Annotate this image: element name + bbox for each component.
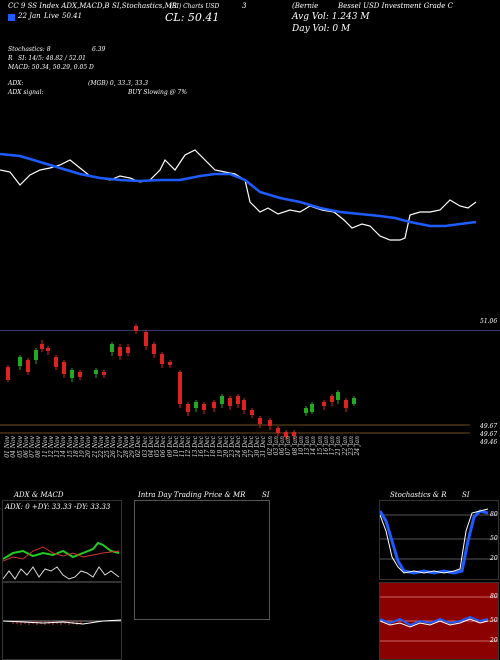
stoch-blue-line <box>380 509 489 575</box>
legend-swatch <box>8 14 15 21</box>
stochastics-label: Stochastics: 8 <box>8 46 51 53</box>
candles <box>6 324 356 440</box>
stoch-panel-title: Stochastics & R <box>390 491 447 499</box>
intraday-panel <box>134 500 270 620</box>
price-line <box>0 149 477 241</box>
adx-green-line <box>3 541 120 560</box>
stochastics-value: 6.39 <box>92 46 106 53</box>
stoch-tick-80: 80 <box>490 511 498 518</box>
date-tick-label: 24 Jan <box>354 436 361 456</box>
date-note: 22 Jan <box>18 12 41 20</box>
ma-line <box>0 152 477 228</box>
adx-readout: ADX: 0 +DY: 33.33 -DY: 33.33 <box>5 503 111 511</box>
live-label: Live <box>44 12 59 20</box>
adx-red-line <box>3 546 120 562</box>
price-axis-low-3: 49.46 <box>480 439 498 446</box>
adx-signal: ADX signal: <box>8 89 44 96</box>
day-vol: Day Vol: 0 M <box>292 24 351 34</box>
main-line-chart <box>0 149 477 241</box>
price-axis-top: 51.06 <box>480 318 498 325</box>
si-line: SI: 14/5: 48.82 / 52.01 <box>18 55 87 62</box>
price-axis-low-2: 49.67 <box>480 431 498 438</box>
header-title-left: CC 9 SS Index ADX,MACD,B <box>8 2 110 10</box>
adx-panel-title: ADX & MACD <box>14 491 64 499</box>
rsi-panel: 80 50 20 <box>379 582 499 660</box>
price-note: 50.41 <box>62 12 83 20</box>
date-axis: 01 Nov 04 Nov 05 Nov 06 Nov 07 Nov 08 Nov 11 N… <box>0 436 500 480</box>
avg-vol: Avg Vol: 1.243 M <box>292 12 370 22</box>
intraday-panel-title: Intra Day Trading Price & MR <box>138 491 246 499</box>
adx-panel: ADX: 0 +DY: 33.33 -DY: 33.33 <box>2 500 122 582</box>
rsi-white-line <box>380 618 489 628</box>
stochastics-panel: 80 50 20 <box>379 500 499 580</box>
r-label: R <box>8 55 13 62</box>
intraday-si-label: SI <box>262 491 270 499</box>
macd-line: MACD: 50.34, 50.29, 0.05 D <box>8 64 94 71</box>
macd-lines <box>3 619 121 625</box>
rsi-blue-line <box>380 615 489 627</box>
header-title-right-2: (Bernie <box>292 2 319 10</box>
adx-label: ADX: <box>8 80 24 87</box>
adx-values: (MGB) 0, 33.3, 33.3 <box>88 80 149 87</box>
cl-label: CL: 50.41 <box>165 11 220 24</box>
header-title-right-3: Bessel USD Investment Grade C <box>338 2 454 10</box>
stoch-white-line <box>380 508 489 574</box>
header-title-mid: SI,Stochastics,MR <box>112 2 178 10</box>
stoch-tick-20: 20 <box>490 555 498 562</box>
stoch-tick-50: 50 <box>490 535 498 542</box>
header-title-right-1: 3 <box>242 2 247 10</box>
candle-separator-line <box>0 330 500 331</box>
adx-white-line <box>3 566 120 580</box>
macd-panel <box>2 582 122 660</box>
buy-signal: BUY Slowing @ 7% <box>128 89 188 96</box>
rsi-tick-50: 50 <box>490 617 498 624</box>
price-axis-low-1: 49.67 <box>480 423 498 430</box>
macd-white-line <box>3 619 121 625</box>
rsi-tick-20: 20 <box>490 637 498 644</box>
adx-lines <box>3 541 120 580</box>
candlestick-chart <box>0 324 470 440</box>
rsi-lines <box>380 596 498 642</box>
stoch-si-label: SI <box>462 491 470 499</box>
header-title-mid2: (SI) Charts USD <box>170 3 220 10</box>
stoch-lines <box>380 508 498 575</box>
rsi-tick-80: 80 <box>490 593 498 600</box>
